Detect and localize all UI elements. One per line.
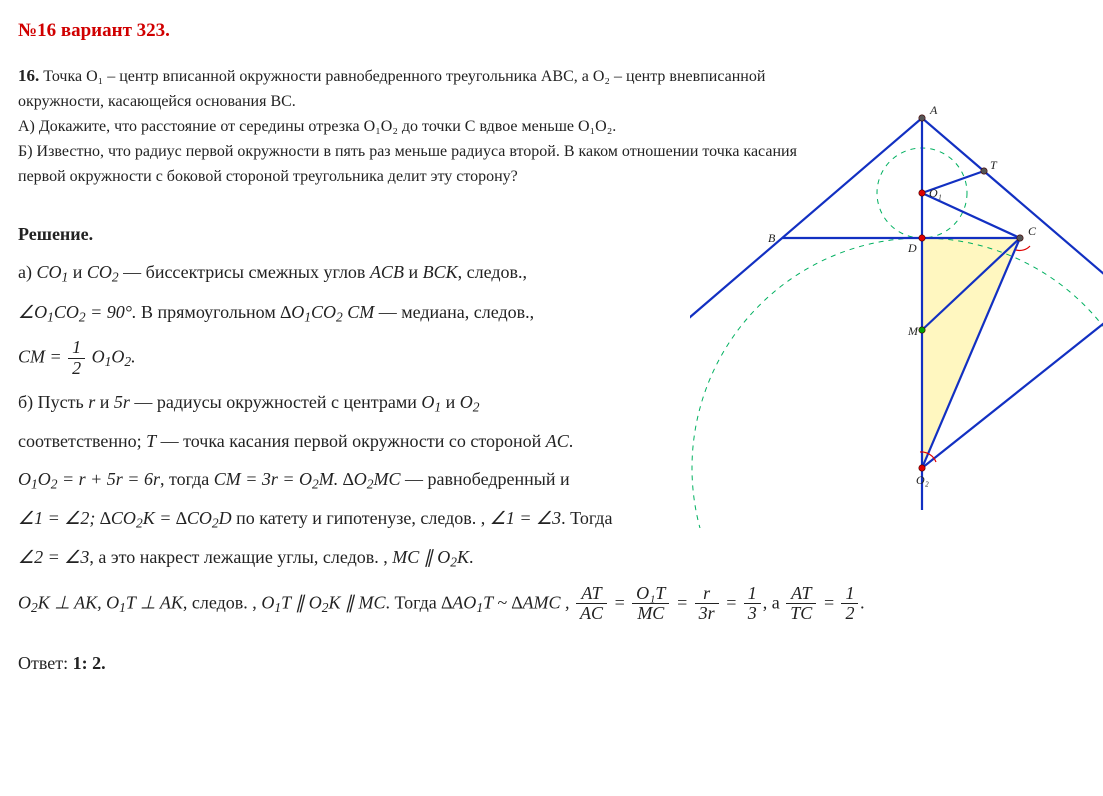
solution-a-line2: ∠O1CO2 = 90°. В прямоугольном ∆O1CO2 CM … — [18, 299, 1085, 328]
solution-b-line4: ∠1 = ∠2; ∆CO2K = ∆CO2D по катету и гипот… — [18, 505, 1085, 534]
svg-text:O₁: O₁ — [929, 186, 942, 200]
answer-label: Ответ: — [18, 653, 68, 673]
problem-text-A: А) Докажите, что расстояние от середины … — [18, 118, 616, 135]
svg-text:T: T — [990, 158, 998, 172]
answer: Ответ: 1: 2. — [18, 650, 1085, 678]
answer-value: 1: 2. — [73, 653, 106, 673]
solution-b-line5: ∠2 = ∠3, а это накрест лежащие углы, сле… — [18, 544, 1085, 573]
solution-b-line6: O2K ⊥ AK, O1T ⊥ AK, следов. , O1T ∥ O2K … — [18, 584, 1085, 625]
solution-b-line2: соответственно; T — точка касания первой… — [18, 428, 1085, 456]
solution-b-line1: б) Пусть r и 5r — радиусы окружностей с … — [18, 389, 1085, 418]
solution-heading: Решение. — [18, 221, 1085, 249]
svg-text:A: A — [929, 103, 938, 117]
problem-text-B: Б) Известно, что радиус первой окружност… — [18, 143, 797, 185]
problem-number: 16. — [18, 66, 39, 85]
solution-b-line3: O1O2 = r + 5r = 6r, тогда CM = 3r = O2M.… — [18, 466, 1085, 495]
problem-text-1: Точка O₁ – центр вписанной окружности ра… — [18, 68, 765, 110]
solution-a-line1: а) CO1 и CO2 — биссектрисы смежных углов… — [18, 259, 1085, 288]
page-title: №16 вариант 323. — [18, 16, 1085, 45]
problem-statement: 16. Точка O₁ – центр вписанной окружност… — [18, 63, 818, 189]
solution-a-line3: CM = 12 O1O2. — [18, 338, 1085, 379]
